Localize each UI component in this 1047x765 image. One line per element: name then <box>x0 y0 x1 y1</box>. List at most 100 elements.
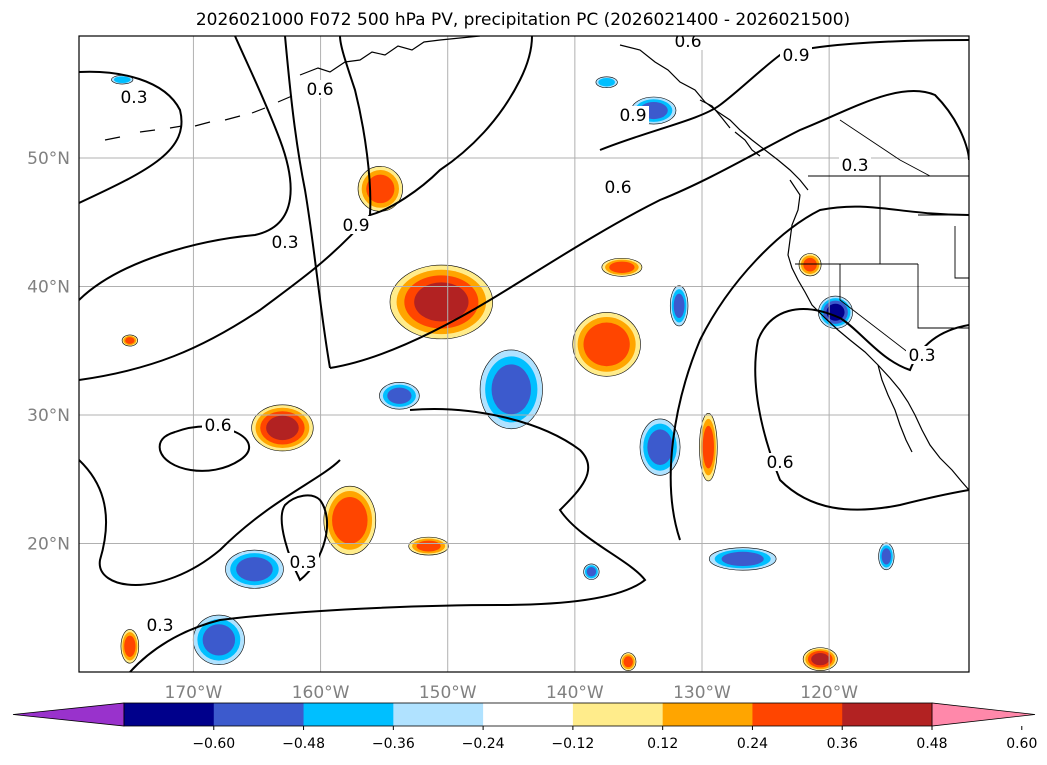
anomaly-level <box>598 78 615 87</box>
anomaly-pos-b <box>389 264 494 340</box>
colorbar-segment <box>842 703 933 726</box>
anomaly-neg-c <box>639 418 681 476</box>
gridlines <box>79 36 969 672</box>
anomaly-neg-d <box>225 549 284 589</box>
anomaly-level <box>491 364 532 415</box>
anomaly-level <box>202 624 236 656</box>
x-tick-label: 160°W <box>292 683 350 703</box>
x-tick-label: 130°W <box>673 683 731 703</box>
y-tick-label: 50°N <box>27 149 70 169</box>
colorbar-segment <box>303 703 394 726</box>
baja-california <box>877 364 913 453</box>
anomaly-level <box>647 429 673 465</box>
anomaly-neg-l <box>111 75 134 85</box>
contour-label-bg <box>839 156 871 174</box>
contour-label-bg <box>287 553 319 571</box>
y-axis-ticks: 20°N 30°N 40°N 50°N <box>27 149 70 554</box>
anomaly-level <box>125 337 135 344</box>
colorbar-tick-label: −0.24 <box>462 736 505 752</box>
precipitation-anomalies <box>111 75 895 671</box>
anomaly-pos-d <box>323 485 377 555</box>
colorbar-tick-label: 0.60 <box>1006 736 1037 752</box>
contour-label-bg <box>906 346 938 364</box>
anomaly-pos-l <box>121 334 138 347</box>
pv-contour <box>369 36 533 216</box>
contour-label: 0.3 <box>841 156 868 176</box>
anomaly-level <box>811 653 830 666</box>
anomaly-neg-j <box>878 542 895 571</box>
contour-label: 0.9 <box>782 46 809 66</box>
map-panel: 0.3 0.3 0.6 0.9 0.3 0.6 0.9 0.6 0.3 0.6 0.3 0.6 0.3 0… <box>79 32 969 672</box>
contour-label-bg <box>144 616 176 634</box>
colorbar-tick-label: −0.36 <box>372 736 415 752</box>
contour-labels: 0.3 0.3 0.6 0.9 0.3 0.6 0.9 0.6 0.3 0.6 0.3 0.6 0.3 0… <box>118 32 938 636</box>
y-tick-label: 20°N <box>27 535 70 555</box>
anomaly-level <box>623 656 633 668</box>
anomaly-neg-e <box>192 614 245 665</box>
contour-label: 0.6 <box>674 32 701 52</box>
contour-label: 0.3 <box>908 346 935 366</box>
colorbar-segment <box>752 703 843 726</box>
anomaly-level <box>803 257 817 272</box>
contour-label-bg <box>780 46 812 64</box>
anomaly-neg-m <box>595 76 618 88</box>
anomaly-level <box>236 557 273 582</box>
chart-title: 2026021000 F072 500 hPa PV, precipitatio… <box>196 10 850 30</box>
anomaly-pos-m <box>620 652 637 671</box>
x-tick-label: 170°W <box>165 683 223 703</box>
pv-contour <box>79 214 371 381</box>
anomaly-level <box>416 540 441 552</box>
anomaly-pos-k <box>120 629 140 664</box>
colorbar-tick-label: 0.24 <box>737 736 768 752</box>
anomaly-neg-b <box>379 382 420 410</box>
anomaly-level <box>583 322 630 367</box>
anomaly-level <box>881 548 892 565</box>
anomaly-neg-k <box>583 563 600 580</box>
alaska-coast <box>299 36 481 76</box>
bc-interior <box>839 119 931 177</box>
x-tick-label: 150°W <box>419 683 477 703</box>
colorbar-tick-label: 0.36 <box>827 736 858 752</box>
anomaly-level <box>673 293 685 319</box>
contour-label: 0.3 <box>289 553 316 573</box>
contour-label-bg <box>304 80 336 98</box>
coastline <box>104 36 969 491</box>
pv-contour <box>129 408 647 672</box>
anomaly-level <box>124 635 136 657</box>
colorbar-segment <box>124 703 215 726</box>
pv-contour <box>284 36 331 369</box>
contour-label-bg <box>269 233 301 251</box>
contour-label: 0.3 <box>146 616 173 636</box>
anomaly-level <box>414 282 469 322</box>
x-tick-label: 120°W <box>800 683 858 703</box>
anomaly-level <box>586 567 597 577</box>
colorbar-tick-label: −0.60 <box>192 736 235 752</box>
colorbar-tick-label: −0.48 <box>282 736 325 752</box>
colorbar-tick-label: 0.48 <box>916 736 947 752</box>
anomaly-level <box>332 496 368 544</box>
anomaly-level <box>702 425 714 469</box>
contour-label: 0.6 <box>766 453 793 473</box>
anomaly-level <box>366 174 395 204</box>
contour-label: 0.9 <box>342 216 369 236</box>
us-west-coast <box>787 179 969 491</box>
contour-label: 0.6 <box>306 80 333 100</box>
anomaly-neg-h <box>669 285 689 327</box>
anomaly-level <box>826 303 845 321</box>
colorbar-segment <box>483 703 574 726</box>
anomaly-level <box>266 415 299 441</box>
anomaly-pos-i <box>798 253 822 277</box>
contour-label-bg <box>118 88 150 106</box>
political-borders <box>795 119 969 361</box>
y-tick-label: 40°N <box>27 278 70 298</box>
contour-label: 0.9 <box>619 106 646 126</box>
contour-label-bg <box>602 178 634 196</box>
contour-label: 0.3 <box>271 233 298 253</box>
anomaly-neg-f <box>708 547 777 571</box>
contour-label-bg <box>202 416 234 434</box>
pv-contour <box>599 39 969 151</box>
colorbar-frame <box>123 702 933 727</box>
contour-label-bg <box>672 36 704 50</box>
colorbar: −0.60 −0.48 −0.36 −0.24 −0.12 0.12 0.24 0.36 0.4… <box>12 702 1037 752</box>
